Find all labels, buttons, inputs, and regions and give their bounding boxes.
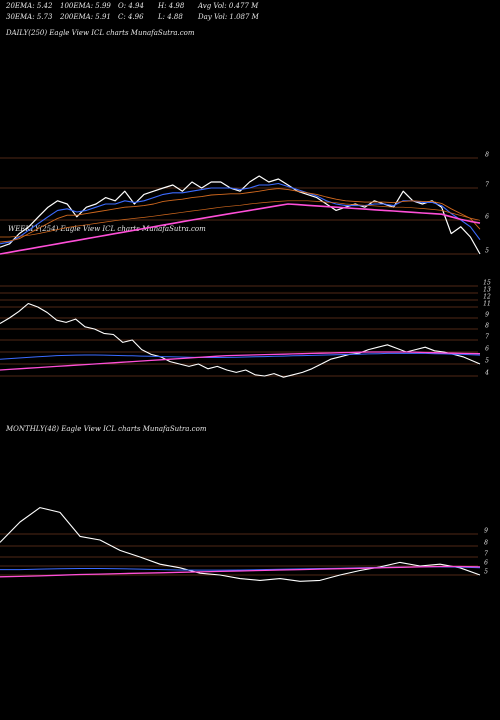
weekly-tick-label-15: 15 [483, 280, 491, 287]
monthly-series-2 [0, 565, 481, 578]
weekly-series-0 [0, 302, 481, 378]
weekly-series-2 [0, 351, 481, 371]
stat-day-vol: Day Vol: 1.087 M [198, 13, 259, 21]
weekly-tick-label-7: 7 [485, 334, 489, 341]
daily-series-3 [0, 200, 481, 238]
weekly-panel-label: WEEKLY(254) Eagle View ICL charts Munafa… [8, 225, 206, 233]
stat-100ema: 100EMA: 5.99 [60, 2, 111, 10]
stat-low: L: 4.88 [158, 13, 183, 21]
weekly-tick-label-8: 8 [485, 323, 489, 330]
stat-200ema: 200EMA: 5.91 [60, 13, 111, 21]
daily-series-0 [0, 175, 481, 255]
weekly-tick-label-12: 12 [483, 294, 491, 301]
daily-tick-label-6: 6 [485, 214, 489, 221]
stat-avg-vol: Avg Vol: 0.477 M [198, 2, 259, 10]
daily-tick-label-8: 8 [485, 152, 489, 159]
monthly-tick-label-5: 5 [484, 569, 488, 576]
monthly-tick-label-9: 9 [484, 528, 488, 535]
daily-tick-label-5: 5 [485, 248, 489, 255]
monthly-series-0 [0, 507, 481, 582]
weekly-tick-label-11: 11 [483, 301, 491, 308]
stat-20ema: 20EMA: 5.42 [6, 2, 53, 10]
monthly-tick-label-8: 8 [484, 540, 488, 547]
daily-series-1 [0, 182, 481, 245]
stat-close: C: 4.96 [118, 13, 144, 21]
stat-open: O: 4.94 [118, 2, 144, 10]
weekly-tick-label-6: 6 [485, 346, 489, 353]
monthly-tick-label-6: 6 [484, 560, 488, 567]
daily-tick-label-7: 7 [485, 182, 489, 189]
weekly-tick-label-9: 9 [485, 312, 489, 319]
daily-panel-label: DAILY(250) Eagle View ICL charts MunafaS… [6, 29, 195, 37]
weekly-tick-label-13: 13 [483, 287, 491, 294]
weekly-tick-label-4: 4 [484, 370, 489, 377]
stat-30ema: 30EMA: 5.73 [6, 13, 53, 21]
daily-series-4 [0, 203, 481, 255]
stat-high: H: 4.98 [158, 2, 185, 10]
daily-series-2 [0, 188, 481, 243]
weekly-tick-label-5: 5 [485, 358, 489, 365]
monthly-panel-label: MONTHLY(48) Eagle View ICL charts Munafa… [6, 425, 207, 433]
monthly-tick-label-7: 7 [484, 551, 488, 558]
weekly-series-1 [0, 352, 481, 360]
